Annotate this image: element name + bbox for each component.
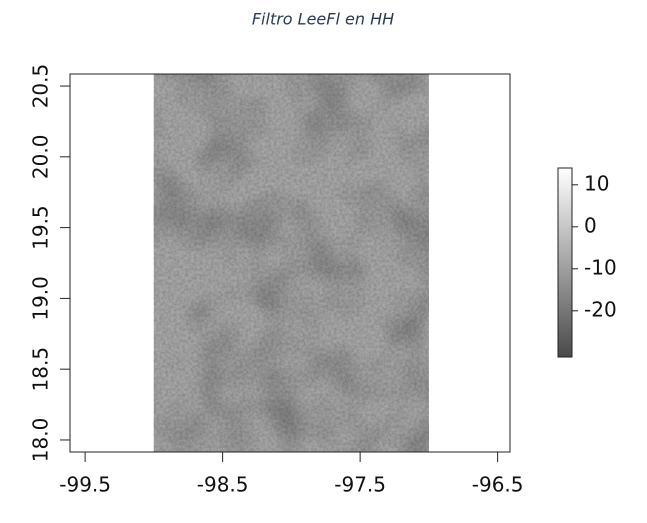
x-tick-label: -98.5: [197, 473, 249, 497]
chart-title: Filtro LeeFl en HH: [252, 10, 394, 29]
colorbar: [558, 168, 572, 357]
chart: Filtro LeeFl en HH -99.5 -98.5 -97.5 -96.5 1…: [0, 0, 647, 523]
y-tick-label: 18.5: [29, 347, 53, 392]
colorbar-tick-label: 0: [584, 213, 597, 237]
y-tick-label: 19.0: [29, 276, 53, 321]
raster: [154, 74, 429, 452]
x-tick-label: -99.5: [59, 473, 111, 497]
x-tick-label: -97.5: [334, 473, 386, 497]
y-tick-label: 18.0: [29, 418, 53, 463]
colorbar-tick-label: -20: [584, 297, 617, 321]
y-tick-label: 20.5: [29, 64, 53, 109]
x-tick-label: -96.5: [472, 473, 524, 497]
colorbar-tick-label: 10: [584, 171, 609, 195]
y-tick-label: 20.0: [29, 135, 53, 180]
colorbar-tick-label: -10: [584, 255, 617, 279]
y-tick-label: 19.5: [29, 205, 53, 250]
